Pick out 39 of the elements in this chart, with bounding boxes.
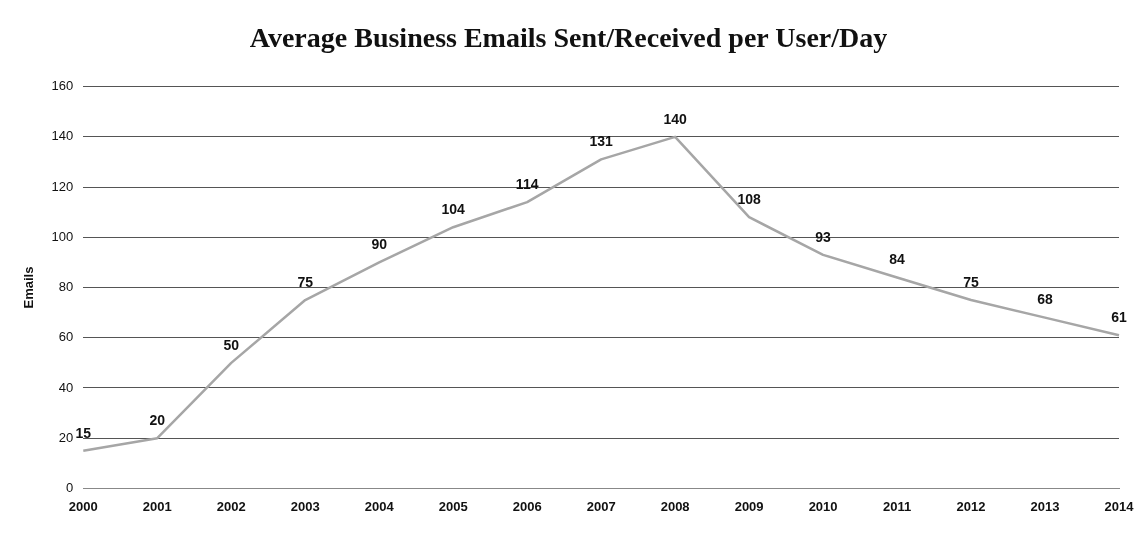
- data-label: 84: [889, 251, 906, 268]
- data-label: 104: [441, 201, 466, 218]
- x-tick-label: 2009: [734, 498, 764, 514]
- x-tick-label: 2010: [808, 498, 838, 514]
- x-tick-label: 2004: [364, 498, 395, 514]
- data-label: 90: [371, 236, 388, 253]
- y-tick-label: 40: [58, 379, 74, 395]
- data-label: 20: [149, 412, 166, 429]
- x-tick-label: 2003: [290, 498, 320, 514]
- x-tick-label: 2013: [1030, 498, 1060, 514]
- x-tick-label: 2006: [512, 498, 542, 514]
- data-label: 15: [75, 424, 92, 441]
- y-tick-label: 140: [51, 128, 74, 144]
- data-label: 75: [963, 273, 980, 290]
- data-label: 108: [737, 191, 761, 208]
- y-tick-label: 100: [51, 228, 74, 244]
- data-label: 61: [1111, 309, 1127, 326]
- x-tick-label: 2007: [586, 498, 616, 514]
- data-label: 50: [223, 336, 240, 353]
- x-tick-label: 2002: [216, 498, 246, 514]
- x-tick-label: 2012: [956, 498, 986, 514]
- x-tick-label: 2005: [438, 498, 468, 514]
- y-tick-label: 80: [58, 279, 74, 295]
- y-tick-label: 160: [51, 78, 74, 94]
- y-tick-label: 120: [51, 178, 74, 194]
- data-label: 140: [663, 110, 688, 127]
- data-label: 68: [1037, 291, 1054, 308]
- y-tick-label: 60: [58, 329, 74, 345]
- data-label: 131: [589, 133, 614, 150]
- x-tick-label: 2011: [882, 498, 912, 514]
- chart-title: Average Business Emails Sent/Received per User/Day: [249, 22, 888, 54]
- y-axis-title: Emails: [21, 266, 37, 309]
- x-tick-label: 2008: [660, 498, 690, 514]
- x-tick-label: 2000: [68, 498, 98, 514]
- x-tick-label: 2001: [142, 498, 172, 514]
- y-tick-label: 0: [66, 479, 74, 495]
- x-tick-label: 2014: [1104, 498, 1135, 514]
- data-label: 75: [297, 273, 314, 290]
- y-tick-label: 20: [58, 429, 74, 445]
